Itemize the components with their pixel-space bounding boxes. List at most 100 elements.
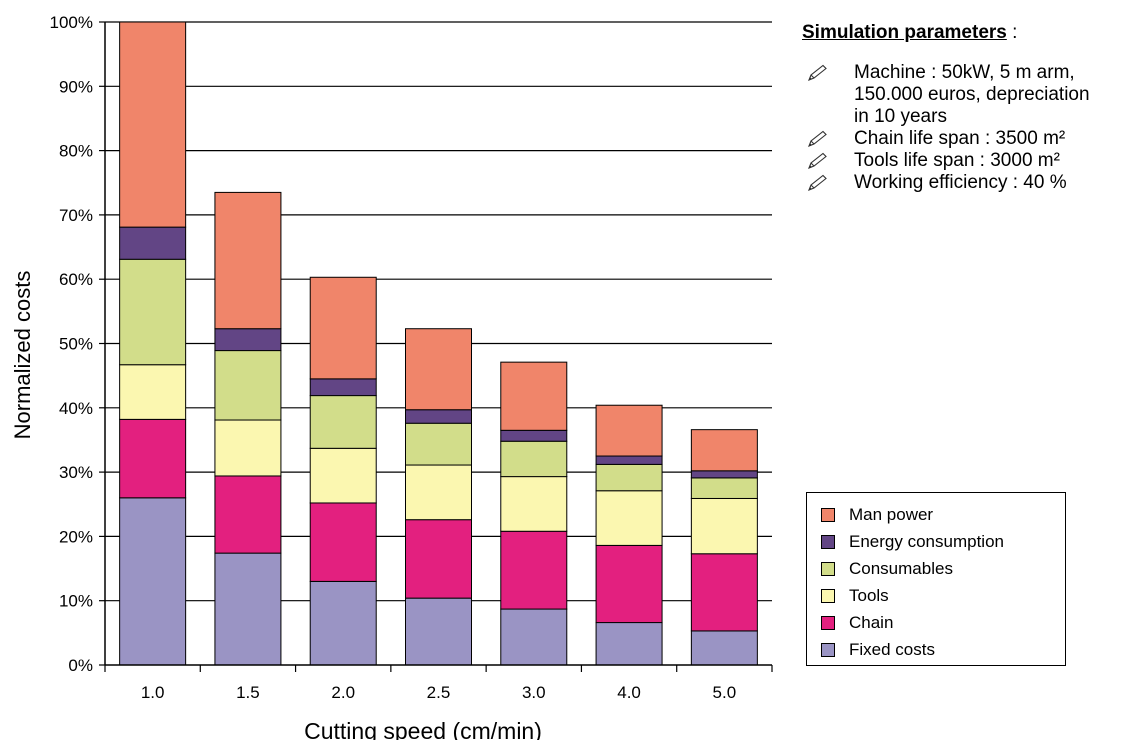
legend-item: Chain: [821, 609, 1055, 636]
bar-segment: [405, 464, 472, 521]
legend-label: Chain: [849, 612, 894, 632]
y-tick-label: 60%: [59, 270, 93, 289]
bar-segment: [500, 440, 568, 478]
legend-label: Fixed costs: [849, 639, 935, 659]
legend-item: Fixed costs: [821, 636, 1055, 663]
bar-segment: [500, 476, 568, 532]
legend-swatch: [821, 507, 835, 522]
x-tick-label: 2.5: [427, 683, 451, 702]
x-tick-label: 4.0: [617, 683, 641, 702]
y-tick-label: 70%: [59, 206, 93, 225]
parameter-item: Working efficiency : 40 %: [802, 172, 1132, 194]
pencil-icon: [806, 152, 828, 170]
bar-segment: [595, 404, 663, 457]
parameter-line: Working efficiency : 40 %: [854, 172, 1067, 193]
legend-label: Consumables: [849, 558, 953, 578]
bar-segment: [405, 519, 472, 599]
x-tick-label: 2.0: [331, 683, 355, 702]
parameter-line: in 10 years: [854, 106, 947, 127]
bar-segment: [690, 429, 758, 472]
bar-segment: [690, 497, 758, 555]
parameters-title: Simulation parameters: [802, 22, 1007, 43]
bar-segment: [214, 350, 282, 421]
y-tick-label: 40%: [59, 399, 93, 418]
bar-segment: [119, 497, 187, 666]
legend-swatch: [821, 642, 835, 657]
legend-label: Energy consumption: [849, 531, 1004, 551]
bar-segment: [309, 378, 377, 397]
parameters-heading: Simulation parameters :: [802, 22, 1132, 44]
y-axis-title: Normalized costs: [10, 271, 35, 440]
legend-item: Energy consumption: [821, 528, 1055, 555]
y-tick-label: 30%: [59, 463, 93, 482]
bar-segment: [595, 622, 663, 666]
bar-segment: [214, 552, 282, 666]
y-tick-label: 50%: [59, 335, 93, 354]
bar-segment: [595, 544, 663, 624]
bars: [119, 21, 758, 666]
y-tick-label: 100%: [50, 13, 93, 32]
legend-item: Consumables: [821, 555, 1055, 582]
bar-segment: [309, 580, 377, 666]
simulation-parameters: Simulation parameters : Machine : 50kW, …: [802, 22, 1132, 194]
parameter-line: Tools life span : 3000 m²: [854, 150, 1060, 171]
bar-segment: [214, 191, 282, 330]
legend-swatch: [821, 588, 835, 603]
bar-segment: [309, 447, 377, 504]
y-tick-label: 80%: [59, 142, 93, 161]
parameters-list: Machine : 50kW, 5 m arm, 150.000 euros, d…: [802, 62, 1132, 194]
legend-swatch: [821, 615, 835, 630]
bar-segment: [405, 328, 472, 411]
bar-segment: [690, 470, 758, 479]
x-tick-label: 5.0: [713, 683, 737, 702]
bar-segment: [119, 258, 187, 366]
bar-segment: [595, 490, 663, 546]
y-tick-label: 0%: [68, 656, 93, 675]
legend-swatch: [821, 561, 835, 576]
y-tick-label: 10%: [59, 592, 93, 611]
parameter-item: Machine : 50kW, 5 m arm, 150.000 euros, d…: [802, 62, 1132, 128]
legend: Man power Energy consumption Consumables To…: [806, 492, 1066, 666]
bar-segment: [405, 409, 472, 424]
bar-segment: [214, 419, 282, 477]
y-tick-label: 20%: [59, 527, 93, 546]
legend-item: Man power: [821, 501, 1055, 528]
bar-segment: [500, 429, 568, 442]
bar-segment: [595, 455, 663, 465]
bar-segment: [595, 463, 663, 492]
pencil-icon: [806, 64, 828, 82]
bar-segment: [309, 502, 377, 582]
axes: 0% 10% 20% 30% 40% 50% 60% 70% 80% 90% 100% 1.0 1.5 2…: [50, 13, 773, 702]
bar-segment: [214, 328, 282, 352]
y-tick-label: 90%: [59, 77, 93, 96]
pencil-icon: [806, 130, 828, 148]
bar-segment: [119, 364, 187, 420]
legend-label: Man power: [849, 504, 934, 524]
bar-segment: [405, 597, 472, 666]
parameters-title-colon: :: [1006, 22, 1018, 43]
parameter-line: 150.000 euros, depreciation: [854, 84, 1090, 105]
pencil-icon: [806, 174, 828, 192]
bar-segment: [690, 553, 758, 632]
bar-segment: [309, 395, 377, 449]
bar-segment: [690, 477, 758, 499]
bar-segment: [119, 21, 187, 228]
bar-segment: [500, 608, 568, 666]
x-tick-label: 3.0: [522, 683, 546, 702]
legend-item: Tools: [821, 582, 1055, 609]
x-tick-label: 1.5: [236, 683, 260, 702]
parameter-item: Chain life span : 3500 m²: [802, 128, 1132, 150]
legend-label: Tools: [849, 585, 889, 605]
legend-swatch: [821, 534, 835, 549]
bar-segment: [119, 226, 187, 260]
bar-segment: [214, 475, 282, 554]
parameter-line: Chain life span : 3500 m²: [854, 128, 1066, 149]
bar-segment: [309, 276, 377, 380]
parameter-item: Tools life span : 3000 m²: [802, 150, 1132, 172]
bar-segment: [690, 630, 758, 666]
bar-segment: [405, 422, 472, 466]
x-axis-title: Cutting speed (cm/min): [304, 718, 542, 740]
x-tick-label: 1.0: [141, 683, 165, 702]
bar-segment: [500, 361, 568, 431]
